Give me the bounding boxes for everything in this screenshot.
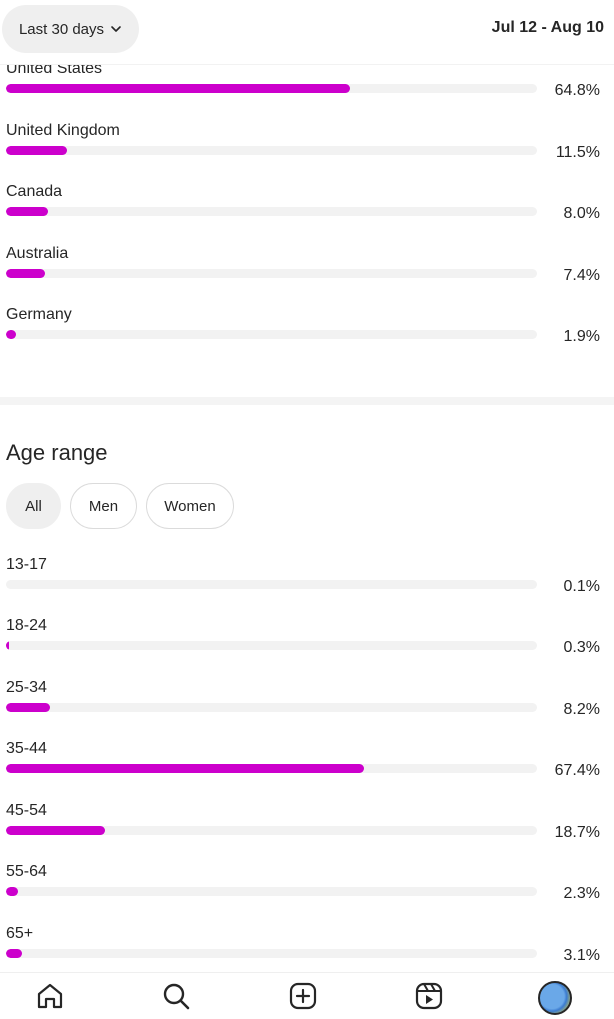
- age-range-title: Age range: [6, 440, 108, 465]
- filter-men-chip[interactable]: Men: [70, 483, 137, 529]
- age-row: 35-44 67.4%: [6, 740, 604, 790]
- profile-avatar[interactable]: [538, 981, 572, 1015]
- bar-track: [6, 84, 537, 93]
- bar-fill: [6, 703, 50, 712]
- country-value: 11.5%: [555, 144, 600, 161]
- age-label: 55-64: [6, 863, 47, 880]
- bar-track: [6, 887, 537, 896]
- age-row: 13-17 0.1%: [6, 556, 604, 606]
- home-icon[interactable]: [35, 981, 65, 1011]
- bar-fill: [6, 764, 364, 773]
- age-row: 25-34 8.2%: [6, 679, 604, 729]
- age-label: 13-17: [6, 556, 47, 573]
- country-value: 8.0%: [563, 205, 600, 222]
- bar-fill: [6, 887, 18, 896]
- age-label: 25-34: [6, 679, 47, 696]
- age-label: 45-54: [6, 802, 47, 819]
- bar-track: [6, 949, 537, 958]
- bar-fill: [6, 269, 45, 278]
- bar-track: [6, 641, 537, 650]
- bottom-nav: [0, 972, 614, 1019]
- date-range-dropdown[interactable]: Last 30 days: [2, 5, 139, 53]
- country-label: Canada: [6, 183, 63, 200]
- age-value: 8.2%: [563, 701, 600, 718]
- bar-fill: [6, 146, 67, 155]
- filter-women-chip[interactable]: Women: [146, 483, 234, 529]
- country-label: Germany: [6, 306, 72, 323]
- bar-fill: [6, 641, 9, 650]
- bar-fill: [6, 84, 350, 93]
- age-label: 35-44: [6, 740, 47, 757]
- reels-icon[interactable]: [414, 981, 444, 1011]
- country-value: 64.8%: [554, 82, 600, 99]
- country-row: Germany 1.9%: [6, 306, 604, 356]
- age-row: 18-24 0.3%: [6, 617, 604, 667]
- bar-fill: [6, 949, 22, 958]
- date-range-dropdown-label: Last 30 days: [18, 20, 105, 38]
- search-icon[interactable]: [161, 981, 191, 1011]
- age-value: 0.1%: [563, 578, 600, 595]
- bar-track: [6, 146, 537, 155]
- bar-fill: [6, 207, 48, 216]
- bar-track: [6, 330, 537, 339]
- age-value: 0.3%: [563, 639, 600, 656]
- age-value: 67.4%: [554, 762, 600, 779]
- country-label: Australia: [6, 245, 69, 262]
- bar-track: [6, 703, 537, 712]
- age-row: 65+ 3.1%: [6, 925, 604, 975]
- age-row: 55-64 2.3%: [6, 863, 604, 913]
- bar-track: [6, 580, 537, 589]
- age-label: 65+: [6, 925, 34, 942]
- date-range-text: Jul 12 - Aug 10: [491, 19, 604, 36]
- create-icon[interactable]: [288, 981, 318, 1011]
- age-value: 18.7%: [554, 824, 600, 841]
- bar-fill: [6, 330, 16, 339]
- country-label: United Kingdom: [6, 122, 120, 139]
- bar-fill: [6, 580, 9, 589]
- age-label: 18-24: [6, 617, 47, 634]
- header: Last 30 days Jul 12 - Aug 10: [0, 0, 614, 65]
- country-row: United Kingdom 11.5%: [6, 122, 604, 172]
- country-value: 7.4%: [563, 267, 600, 284]
- bar-track: [6, 269, 537, 278]
- country-row: Canada 8.0%: [6, 183, 604, 233]
- bar-track: [6, 207, 537, 216]
- age-value: 3.1%: [563, 947, 600, 964]
- age-row: 45-54 18.7%: [6, 802, 604, 852]
- bar-track: [6, 764, 537, 773]
- age-value: 2.3%: [563, 885, 600, 902]
- bar-track: [6, 826, 537, 835]
- bar-fill: [6, 826, 105, 835]
- filter-all-chip[interactable]: All: [6, 483, 61, 529]
- chevron-down-icon: [111, 26, 121, 32]
- country-row: United States 64.8%: [6, 60, 604, 110]
- country-row: Australia 7.4%: [6, 245, 604, 295]
- country-value: 1.9%: [563, 328, 600, 345]
- section-divider: [0, 397, 614, 405]
